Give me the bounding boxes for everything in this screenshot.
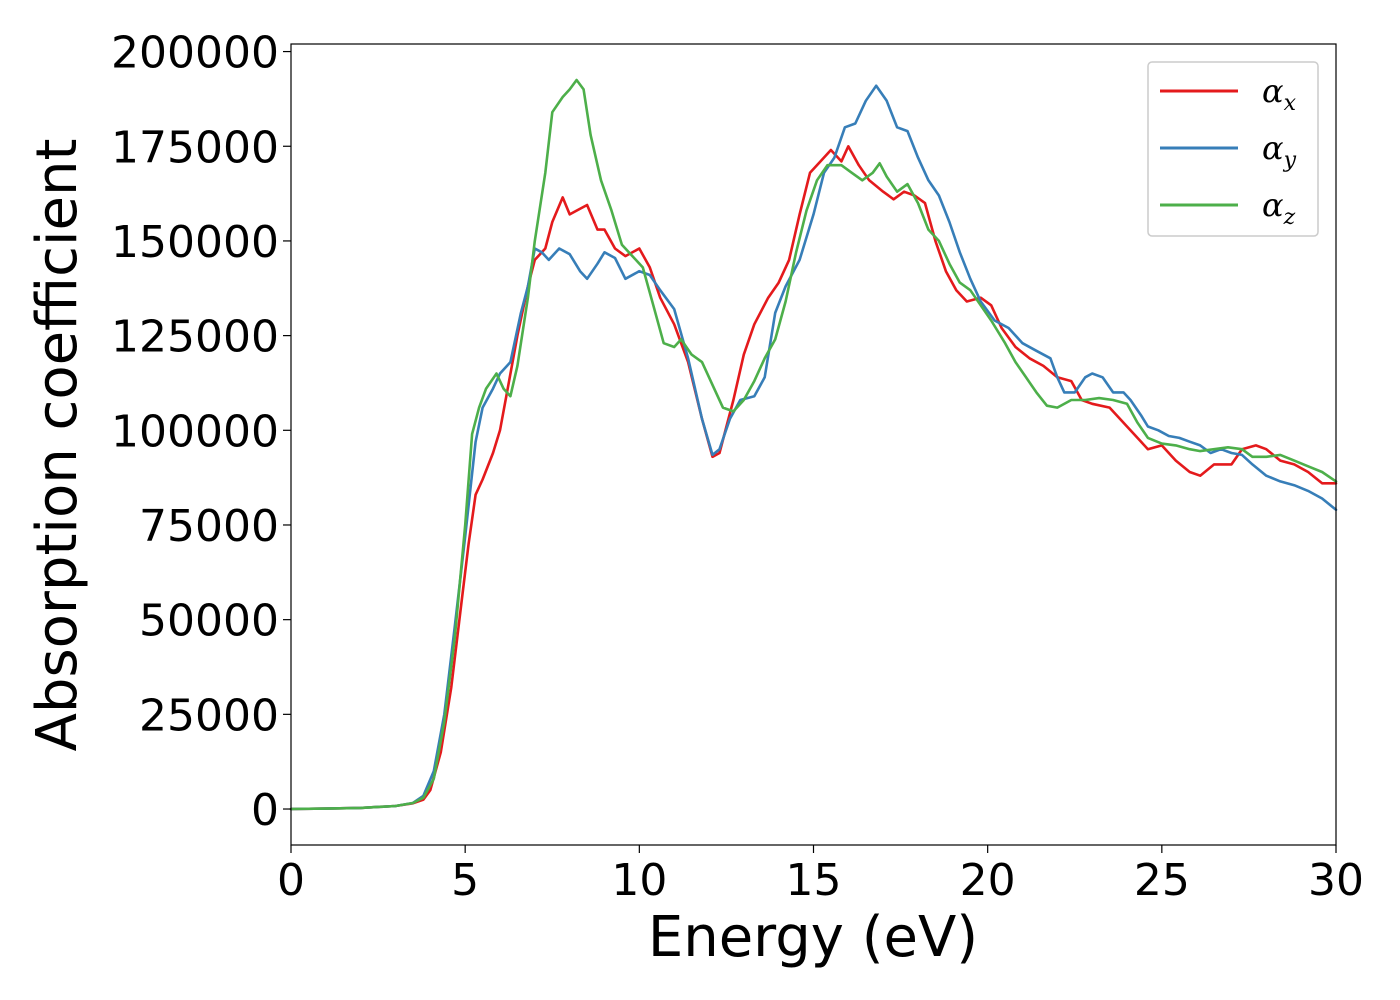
y-tick-label: 75000 [139, 501, 279, 552]
x-tick-label: 20 [960, 855, 1016, 906]
legend-label-y: αy [1262, 129, 1297, 173]
x-tick-label: 10 [611, 855, 667, 906]
y-tick-label: 150000 [111, 217, 279, 268]
legend-label-z: αz [1262, 186, 1296, 230]
y-axis-title: Absorption coefficient [25, 139, 90, 752]
legend: αx αy αz [1147, 61, 1319, 237]
series-line-x [289, 145, 1338, 811]
series-line-z [289, 78, 1338, 811]
series-layer [289, 78, 1338, 811]
x-axis-ticks: 0 5 10 15 20 25 30 [277, 845, 1364, 906]
y-tick-label: 0 [251, 785, 279, 836]
y-tick-label: 125000 [111, 312, 279, 363]
x-axis-title: Energy (eV) [648, 905, 978, 970]
series-line-y [289, 84, 1338, 811]
y-tick-label: 200000 [111, 28, 279, 79]
y-tick-label: 25000 [139, 690, 279, 741]
x-tick-label: 25 [1134, 855, 1190, 906]
x-tick-label: 5 [451, 855, 479, 906]
y-tick-label: 50000 [139, 596, 279, 647]
x-tick-label: 15 [786, 855, 842, 906]
legend-label-x: αx [1262, 72, 1297, 116]
y-tick-label: 100000 [111, 406, 279, 457]
x-tick-label: 30 [1308, 855, 1364, 906]
x-tick-label: 0 [277, 855, 305, 906]
y-tick-label: 175000 [111, 122, 279, 173]
y-axis-ticks: 0 25000 50000 75000 100000 125000 150000 175000… [111, 28, 291, 836]
